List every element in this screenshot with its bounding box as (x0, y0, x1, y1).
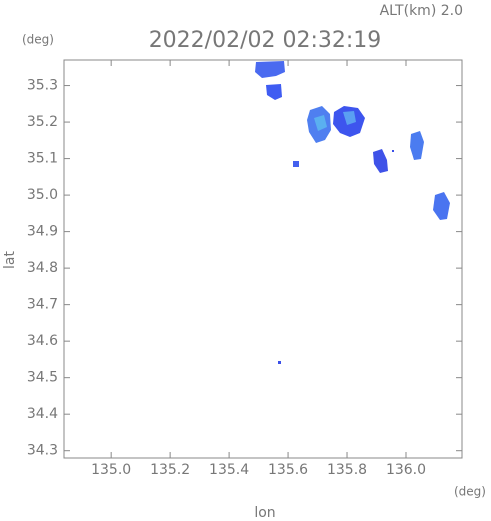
x-tick-label: 135.6 (268, 462, 308, 478)
y-tick-label: 34.6 (27, 333, 58, 349)
y-tick-label: 34.8 (27, 260, 58, 276)
x-tick-label: 135.0 (91, 462, 131, 478)
x-unit: (deg) (454, 485, 486, 499)
echo-core (343, 111, 356, 125)
x-tick-label: 135.2 (150, 462, 190, 478)
echo (278, 361, 281, 364)
echo (373, 149, 388, 173)
y-axis-label: lat (2, 251, 18, 269)
chart-title: 2022/02/02 02:32:19 (149, 28, 382, 53)
y-tick-label: 35.2 (27, 114, 58, 130)
x-axis-label: lon (254, 505, 275, 521)
echo (410, 131, 424, 160)
y-tick-label: 34.7 (27, 297, 58, 313)
y-tick-label: 34.5 (27, 370, 58, 386)
x-tick-label: 135.8 (327, 462, 367, 478)
echo (266, 84, 282, 100)
echo (433, 192, 450, 220)
echo (293, 161, 299, 167)
x-tick-label: 135.4 (209, 462, 249, 478)
y-tick-label: 34.4 (27, 406, 58, 422)
y-unit: (deg) (22, 33, 54, 47)
echo-core (314, 115, 327, 131)
y-tick-label: 35.0 (27, 187, 58, 203)
altitude-label: ALT(km) 2.0 (380, 3, 463, 19)
y-tick-label: 34.9 (27, 224, 58, 240)
y-tick-label: 35.1 (27, 151, 58, 167)
echo (392, 150, 394, 152)
radar-echoes (255, 61, 450, 364)
plot-frame (63, 59, 463, 459)
echo (255, 61, 285, 78)
y-tick-label: 35.3 (27, 78, 58, 94)
y-tick-label: 34.3 (27, 443, 58, 459)
x-tick-label: 136.0 (386, 462, 426, 478)
